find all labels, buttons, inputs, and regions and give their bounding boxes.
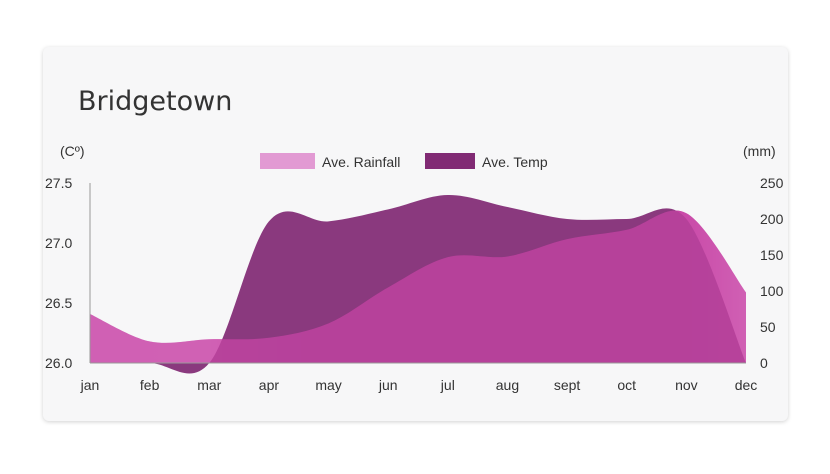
right-tick-label: 250	[760, 175, 784, 191]
x-tick-label: may	[315, 377, 341, 393]
right-tick-label: 200	[760, 211, 784, 227]
x-tick-label: jul	[440, 377, 455, 393]
legend-swatch	[425, 153, 475, 169]
x-tick-label: mar	[197, 377, 221, 393]
chart-title: Bridgetown	[78, 86, 233, 117]
x-tick-label: aug	[496, 377, 519, 393]
right-tick-label: 50	[760, 319, 776, 335]
axes: jan feb mar apr may jun jul aug sept oct nov dec 27.…	[45, 143, 784, 393]
right-tick-label: 100	[760, 283, 784, 299]
legend-label: Ave. Rainfall	[322, 154, 400, 170]
rainfall-area-overlay	[90, 210, 746, 363]
left-tick-label: 27.5	[45, 175, 72, 191]
x-tick-label: feb	[140, 377, 160, 393]
x-tick-label: apr	[259, 377, 280, 393]
legend-swatch	[260, 153, 315, 169]
legend-label: Ave. Temp	[482, 154, 548, 170]
x-tick-label: dec	[735, 377, 758, 393]
right-tick-label: 150	[760, 247, 784, 263]
x-tick-label: sept	[554, 377, 581, 393]
left-tick-label: 27.0	[45, 235, 72, 251]
left-tick-label: 26.0	[45, 355, 72, 371]
x-tick-label: nov	[675, 377, 698, 393]
right-axis-label: (mm)	[743, 143, 776, 159]
left-tick-label: 26.5	[45, 295, 72, 311]
x-tick-label: oct	[617, 377, 636, 393]
series-areas	[90, 194, 746, 374]
x-tick-label: jan	[80, 377, 100, 393]
x-tick-label: jun	[378, 377, 398, 393]
left-axis-label: (Cº)	[60, 143, 85, 159]
legend: Ave. Rainfall Ave. Temp	[260, 153, 548, 170]
right-tick-label: 0	[760, 355, 768, 371]
